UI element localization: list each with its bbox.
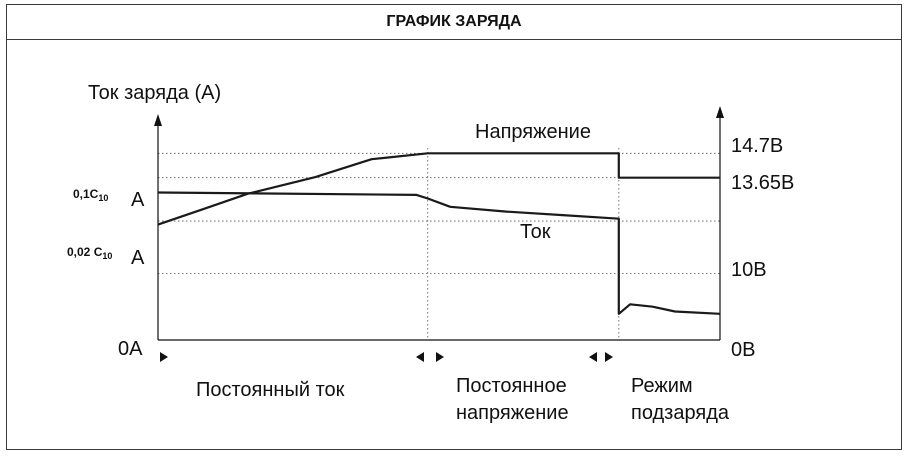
left-tick-main-label: 0,1C10: [73, 187, 108, 203]
chart-frame: [6, 4, 902, 450]
series-lines: [157, 152, 721, 315]
series-label-voltage: Напряжение: [475, 121, 591, 143]
phase-label-constant-voltage-line1: Постоянное: [456, 375, 567, 397]
left-tick-2: 0А: [118, 338, 143, 360]
phase-label-float-line2: подзаряда: [631, 402, 730, 424]
left-tick-1: 0,02 C10 А: [67, 245, 145, 269]
right-tick-1: 13.65В: [731, 172, 794, 194]
phase-label-constant-current: Постоянный ток: [196, 379, 345, 401]
axes: [154, 106, 724, 341]
phase1-start-arrow: [160, 352, 168, 362]
series-line-0: [157, 152, 720, 226]
left-tick-subscript: 10: [98, 193, 108, 203]
right-tick-3: 0В: [731, 339, 755, 361]
left-axis-arrow: [154, 114, 162, 126]
right-tick-0: 14.7В: [731, 135, 783, 157]
right-axis-arrow: [716, 106, 724, 118]
series-line-1: [157, 191, 721, 315]
left-axis-title: Ток заряда (А): [88, 82, 221, 104]
chart-title: ГРАФИК ЗАРЯДА: [6, 4, 902, 40]
right-tick-2: 10В: [731, 259, 767, 281]
phase1-end-arrow: [416, 352, 424, 362]
left-tick-0: 0,1C10 А: [73, 187, 145, 211]
phase3-start-arrow: [605, 352, 613, 362]
left-tick-unit: 0А: [118, 338, 143, 360]
phase2-end-arrow: [589, 352, 597, 362]
left-tick-main-label: 0,02 C10: [67, 245, 112, 261]
phase2-start-arrow: [436, 352, 444, 362]
phase-label-float-line1: Режим: [631, 375, 693, 397]
phase-label-constant-voltage-line2: напряжение: [456, 402, 569, 424]
left-tick-unit: А: [131, 247, 145, 269]
left-tick-unit: А: [131, 189, 145, 211]
left-tick-subscript: 10: [102, 251, 112, 261]
series-label-current: Ток: [520, 221, 551, 243]
